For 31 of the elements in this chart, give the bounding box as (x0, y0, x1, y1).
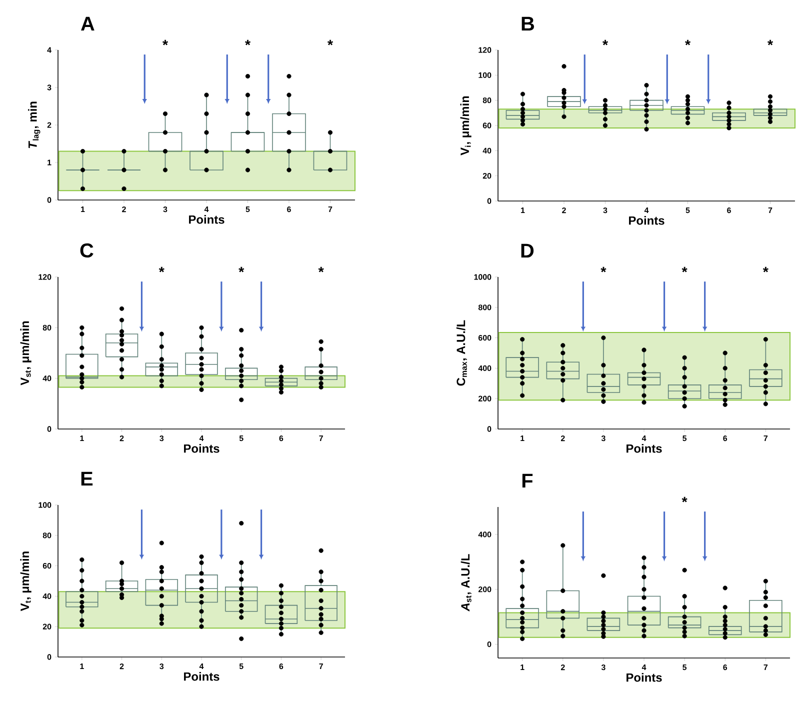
x-axis-title: Points (626, 444, 662, 453)
y-axis-title: V$_{t}$, μm/min (20, 552, 32, 612)
x-axis-title: Points (626, 673, 662, 682)
text: * (245, 40, 251, 46)
chart-title: E (81, 472, 93, 486)
chart-title: F (522, 474, 533, 488)
y-axis-title: A$_{st}$, A.U./L (460, 554, 472, 612)
text: * (162, 40, 168, 46)
text: * (682, 266, 688, 272)
x-axis-title: Points (184, 444, 220, 453)
text: * (685, 40, 691, 46)
text: * (328, 40, 334, 46)
y-axis-title: V$_{st}$, μm/min (20, 321, 32, 386)
chart-title: A (81, 16, 94, 31)
text: * (318, 266, 324, 272)
text: * (762, 266, 768, 272)
y-axis-title: T$_{lag}$, min (28, 102, 40, 148)
chart-title: B (522, 16, 534, 31)
text: * (768, 40, 774, 46)
text: * (158, 266, 164, 272)
x-axis-title: Points (189, 215, 224, 224)
chart-title: D (521, 244, 534, 258)
chart-title: C (80, 243, 94, 258)
text: * (682, 496, 688, 502)
y-axis-title: V$_{i}$, μm/min (460, 96, 472, 156)
x-axis-title: Points (629, 216, 664, 225)
text: * (600, 266, 606, 272)
text: * (602, 40, 608, 46)
text: * (238, 266, 244, 272)
y-axis-title: C$_{max}$, A.U./L (456, 320, 467, 386)
x-axis-title: Points (184, 672, 220, 681)
